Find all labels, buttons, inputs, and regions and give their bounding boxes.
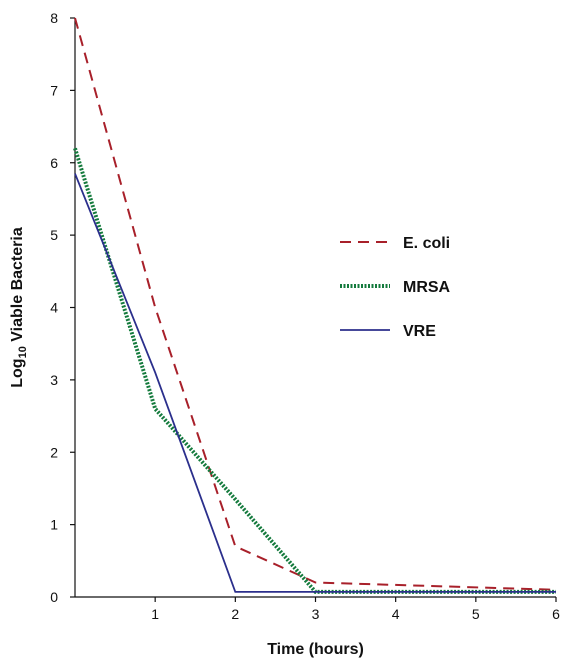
y-tick-label: 3 — [50, 372, 58, 388]
plot-area: 1 2 3 4 5 6 0 1 2 3 4 5 6 7 8 — [50, 10, 560, 622]
legend-label-vre: VRE — [403, 323, 436, 340]
y-axis-title-prefix: Log — [9, 358, 26, 387]
y-ticks: 0 1 2 3 4 5 6 7 8 — [50, 10, 75, 605]
y-tick-label: 2 — [50, 444, 58, 460]
series-lines — [73, 17, 557, 594]
y-axis-title-suffix: Viable Bacteria — [9, 227, 26, 346]
x-axis-title: Time (hours) — [267, 641, 364, 658]
series-line-vre — [74, 173, 556, 593]
x-tick-label: 1 — [151, 606, 159, 622]
y-tick-label: 7 — [50, 82, 58, 98]
x-tick-label: 5 — [472, 606, 480, 622]
y-tick-label: 8 — [50, 10, 58, 26]
x-ticks: 1 2 3 4 5 6 — [151, 597, 560, 622]
legend-label-e-coli: E. coli — [403, 235, 450, 252]
y-tick-label: 4 — [50, 300, 58, 316]
x-tick-label: 2 — [231, 606, 239, 622]
y-tick-label: 1 — [50, 517, 58, 533]
x-tick-label: 6 — [552, 606, 560, 622]
series-line-mrsa — [73, 147, 556, 594]
y-axis-title: Log10 Viable Bacteria — [9, 227, 29, 388]
y-tick-label: 0 — [50, 589, 58, 605]
x-tick-label: 4 — [392, 606, 400, 622]
legend: E. coli MRSA VRE — [340, 235, 451, 340]
legend-label-mrsa: MRSA — [403, 279, 451, 296]
series-line-e-coli — [74, 17, 557, 591]
y-tick-label: 5 — [50, 227, 58, 243]
y-axis-title-subscript: 10 — [17, 346, 29, 358]
x-tick-label: 3 — [312, 606, 320, 622]
y-tick-label: 6 — [50, 155, 58, 171]
